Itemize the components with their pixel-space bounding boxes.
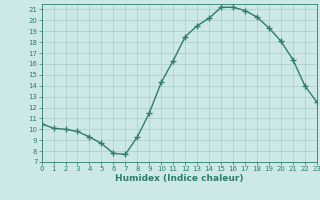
X-axis label: Humidex (Indice chaleur): Humidex (Indice chaleur) xyxy=(115,174,244,183)
